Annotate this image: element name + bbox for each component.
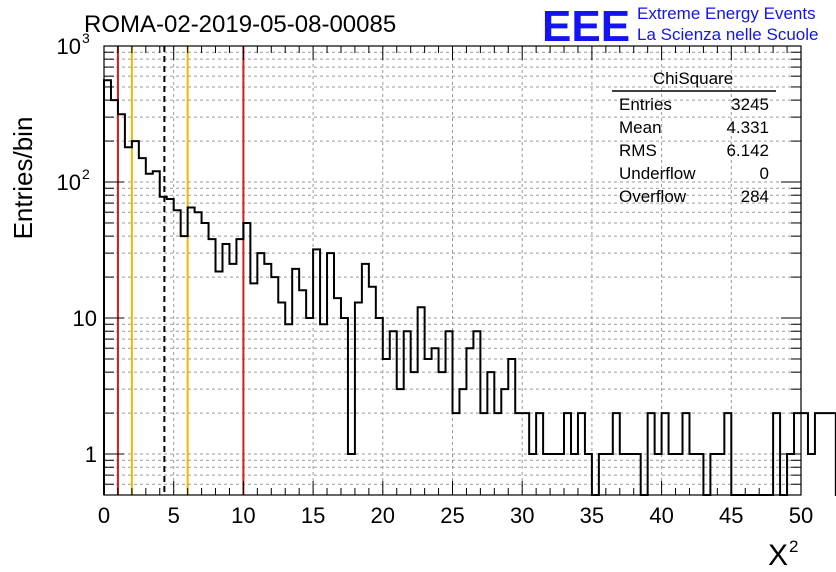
y-axis-label: Entries/bin bbox=[8, 117, 38, 240]
stats-value-overflow: 284 bbox=[741, 187, 769, 206]
stats-label-overflow: Overflow bbox=[619, 187, 687, 206]
y-tick-label: 10 bbox=[57, 34, 81, 59]
stats-label-mean: Mean bbox=[619, 118, 662, 137]
eee-logo: EEE Extreme Energy Events La Scienza nel… bbox=[542, 2, 818, 51]
x-tick-label: 15 bbox=[301, 503, 325, 528]
grid bbox=[104, 46, 801, 495]
x-tick-label: 0 bbox=[98, 503, 110, 528]
stats-label-entries: Entries bbox=[619, 95, 672, 114]
stats-value-entries: 3245 bbox=[731, 95, 769, 114]
y-tick-label-exp: 2 bbox=[82, 166, 90, 182]
stats-label-rms: RMS bbox=[619, 141, 657, 160]
x-tick-label: 35 bbox=[580, 503, 604, 528]
stats-value-mean: 4.331 bbox=[726, 118, 769, 137]
y-tick-label: 10 bbox=[57, 170, 81, 195]
stats-box: ChiSquare Entries 3245 Mean 4.331 RMS 6.… bbox=[612, 69, 776, 206]
reference-lines bbox=[116, 46, 245, 495]
y-tick-label: 10 bbox=[73, 306, 97, 331]
y-tick-label-exp: 3 bbox=[82, 30, 90, 46]
x-axis-label-sup: 2 bbox=[789, 537, 798, 556]
x-tick-label: 25 bbox=[440, 503, 464, 528]
histogram-outline bbox=[103, 79, 836, 496]
x-tick-labels: 0 5 10 15 20 25 30 35 40 45 50 bbox=[98, 503, 813, 528]
stats-value-underflow: 0 bbox=[760, 164, 769, 183]
brand-line-2: La Scienza nelle Scuole bbox=[637, 25, 818, 44]
axis-ticks bbox=[103, 45, 802, 496]
eee-logo-text: EEE bbox=[542, 2, 630, 51]
chart-title: ROMA-02-2019-05-08-00085 bbox=[84, 11, 396, 38]
stats-value-rms: 6.142 bbox=[726, 141, 769, 160]
x-tick-label: 30 bbox=[510, 503, 534, 528]
stats-title: ChiSquare bbox=[653, 69, 733, 88]
x-tick-label: 10 bbox=[231, 503, 255, 528]
x-tick-label: 20 bbox=[371, 503, 395, 528]
stats-label-underflow: Underflow bbox=[619, 164, 696, 183]
x-tick-label: 40 bbox=[649, 503, 673, 528]
brand-line-1: Extreme Energy Events bbox=[637, 4, 816, 23]
y-tick-label: 1 bbox=[85, 442, 97, 467]
x-tick-label: 45 bbox=[719, 503, 743, 528]
x-axis-label: X 2 bbox=[768, 537, 798, 572]
x-axis-label-main: X bbox=[768, 539, 788, 572]
x-tick-label: 50 bbox=[789, 503, 813, 528]
x-tick-label: 5 bbox=[168, 503, 180, 528]
